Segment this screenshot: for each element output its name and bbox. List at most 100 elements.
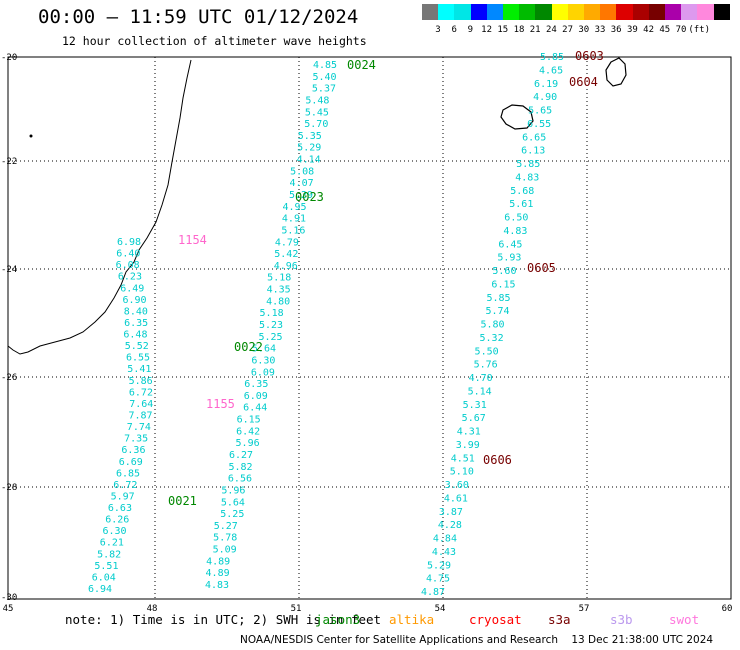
wave-height-label: 5.82 [228,462,252,473]
pass-label: 0606 [483,453,512,467]
wave-height-label: 4.89 [206,556,230,567]
wave-height-label: 5.51 [94,561,118,572]
wave-height-label: 6.15 [237,415,261,426]
wave-height-label: 5.60 [492,266,516,277]
legend-value-label: 36 [610,25,622,35]
wave-height-label: 7.35 [124,434,148,445]
legend-swatch [681,4,698,20]
wave-height-label: 4.79 [275,237,299,248]
wave-height-label: 4.95 [282,202,306,213]
wave-height-label: 4.85 [313,60,337,71]
wave-height-label: 5.14 [468,386,492,397]
legend-swatch [454,4,471,20]
footer-note: note: 1) Time is in UTC; 2) SWH is in fe… [65,612,382,627]
wave-height-label: 4.07 [290,178,314,189]
wave-height-label: 4.87 [421,587,445,598]
pass-label: 0021 [168,494,197,508]
wave-height-label: 6.04 [92,572,116,583]
wave-height-label: 4.70 [469,373,493,384]
wave-height-label: 5.74 [485,306,509,317]
satellite-legend-altika: altika [389,612,435,627]
legend-swatch [503,4,520,20]
wave-height-label: 5.16 [281,225,305,236]
wave-height-label: 4.83 [205,580,229,591]
wave-height-label: 5.50 [475,346,499,357]
legend-value-label: 9 [467,25,474,35]
wave-height-label: 5.86 [129,376,153,387]
wave-height-label: 4.89 [206,568,230,579]
legend-swatch [470,4,487,20]
wave-height-label: 5.23 [259,320,283,331]
wave-height-label: 6.65 [522,132,546,143]
wave-height-label: 5.61 [509,199,533,210]
wave-height-label: 4.83 [515,172,539,183]
y-tick-label: -28 [1,483,17,493]
pass-time-labels: 0024 0023 0022 0021 1154 1155 0603 0604 0605 0606 [168,49,604,508]
x-tick-label: 54 [435,604,446,614]
wave-height-label: 5.96 [236,438,260,449]
wave-height-label: 5.08 [290,166,314,177]
pass-label: 1154 [178,233,207,247]
wave-height-label: 5.25 [220,509,244,520]
reunion-coastline [500,104,534,130]
wave-height-label: 6.27 [229,450,253,461]
wave-height-label: 5.78 [213,533,237,544]
wave-height-label: 5.68 [510,186,534,197]
wave-height-label: 6.09 [244,391,268,402]
wave-height-label: 6.72 [113,480,137,491]
legend-swatch [519,4,536,20]
legend-value-label: 15 [497,25,509,35]
legend-value-label: 3 [435,25,441,35]
wave-height-label: 6.23 [118,272,142,283]
wave-height-label: 4.96 [274,261,298,272]
legend-value-label: 12 [481,25,493,35]
legend-swatch [632,4,649,20]
wave-height-label: 3.99 [456,440,480,451]
wave-height-label: 5.45 [305,107,329,118]
wave-height-label: 5.76 [474,360,498,371]
wave-height-label: 6.69 [119,457,143,468]
wave-height-label: 4.75 [426,574,450,585]
satellite-legend-s3a: s3a [548,612,571,627]
legend-value-label: 21 [529,25,541,35]
pass-label: 0024 [347,58,376,72]
wave-height-label: 4.14 [297,155,321,166]
wave-height-label: 6.30 [103,526,127,537]
x-tick-label: 60 [722,604,733,614]
wave-height-label: 5.48 [305,95,329,106]
y-tick-label: -20 [1,53,17,63]
wave-height-label: 6.13 [521,146,545,157]
wave-height-label: 6.44 [243,403,267,414]
pass-label: 0604 [569,75,598,89]
wave-height-label: 5.64 [252,344,276,355]
madagascar-coastline [7,59,192,355]
wave-height-label: 7.87 [129,411,153,422]
wave-height-label: 5.82 [97,549,121,560]
wave-height-label: 5.42 [274,249,298,260]
wave-height-label: 5.85 [540,52,564,63]
wave-height-label: 4.28 [438,520,462,531]
pass-label: 1155 [206,397,235,411]
satellite-legend-swot: swot [669,612,700,627]
wave-height-label: 5.97 [111,491,135,502]
wave-height-label: 6.45 [498,239,522,250]
map-frame [7,56,732,600]
wave-height-label: 5.18 [267,273,291,284]
legend-value-label: 33 [594,25,606,35]
wave-height-label: 8.40 [124,306,148,317]
wave-height-label: 4.43 [432,547,456,558]
x-tick-label: 48 [147,604,158,614]
legend-swatch [567,4,584,20]
legend-value-label: 27 [562,25,574,35]
wave-height-label: 6.19 [534,79,558,90]
wave-height-label: 5.25 [258,332,282,343]
wave-height-label: 5.29 [427,560,451,571]
wave-height-label: 5.85 [516,159,540,170]
wave-height-label: 7.74 [127,422,151,433]
legend-value-label: 24 [545,25,557,35]
satellite-legend-cryosat: cryosat [469,612,522,627]
wave-height-label: 6.85 [116,468,140,479]
wave-height-label: 4.80 [266,296,290,307]
wave-height-label: 5.09 [213,545,237,556]
